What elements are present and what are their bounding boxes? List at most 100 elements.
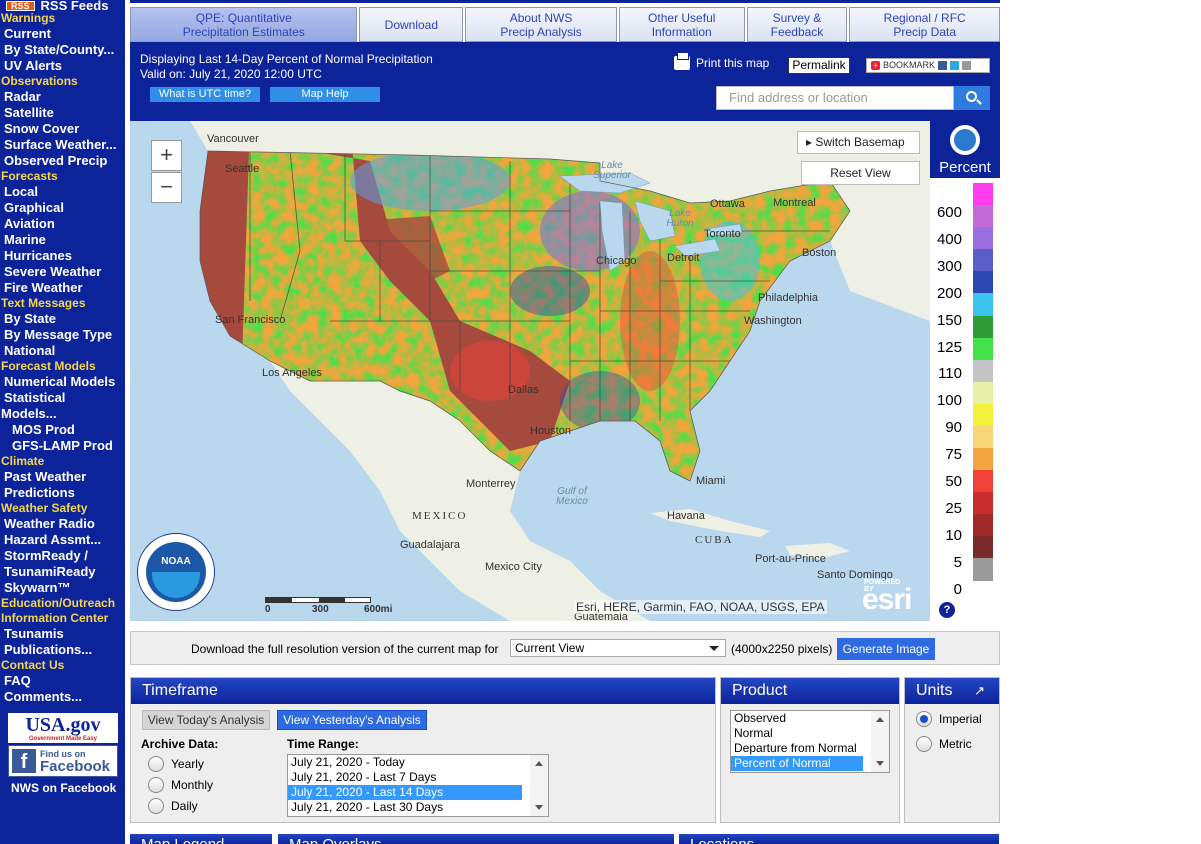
legend-help-icon[interactable]: ? xyxy=(939,602,955,618)
map-overlays-panel-header[interactable]: Map Overlays xyxy=(278,834,674,844)
time-range-option[interactable]: July 21, 2020 - Last 7 Days xyxy=(291,770,437,784)
download-view-select[interactable]: Current View xyxy=(510,639,726,657)
tab-1[interactable]: Download xyxy=(359,7,464,42)
facebook-link[interactable]: f Find us on Facebook xyxy=(8,745,118,777)
product-option[interactable]: Percent of Normal xyxy=(731,756,863,771)
units-radio[interactable] xyxy=(916,736,932,752)
scroll-up-icon xyxy=(535,761,543,766)
nav-link[interactable]: Tsunamis xyxy=(4,626,64,641)
permalink-button[interactable]: Permalink xyxy=(788,57,850,74)
nav-link[interactable]: Comments... xyxy=(4,689,83,704)
zoom-in-button[interactable]: + xyxy=(151,140,182,171)
time-range-option[interactable]: July 21, 2020 - Today xyxy=(291,755,405,769)
switch-basemap-button[interactable]: ▸ Switch Basemap xyxy=(797,131,920,154)
nav-link[interactable]: Hurricanes xyxy=(4,248,72,263)
nav-link[interactable]: Snow Cover xyxy=(4,121,80,136)
nav-link[interactable]: National xyxy=(4,343,56,358)
nav-link[interactable]: Local xyxy=(4,184,38,199)
nav-link[interactable]: By Message Type xyxy=(4,327,113,342)
city-label: Seattle xyxy=(225,163,260,175)
nav-link[interactable]: Weather Radio xyxy=(4,516,95,531)
nav-link[interactable]: Fire Weather xyxy=(4,280,83,295)
nav-link[interactable]: Publications... xyxy=(4,642,93,657)
nav-link[interactable]: Graphical xyxy=(4,200,64,215)
scroll-down-icon xyxy=(876,761,884,766)
legend-header: Percent xyxy=(930,121,1000,178)
archive-radio[interactable] xyxy=(148,798,164,814)
archive-radio[interactable] xyxy=(148,756,164,772)
tab-4[interactable]: Survey & Feedback xyxy=(746,7,848,42)
tab-5[interactable]: Regional / RFC Precip Data xyxy=(849,7,1000,42)
product-scrollbar[interactable] xyxy=(871,711,889,772)
rss-feeds-link[interactable]: RSS RSS Feeds xyxy=(0,0,125,11)
nav-link[interactable]: Current xyxy=(4,26,51,41)
nav-link[interactable]: Past Weather xyxy=(4,469,87,484)
product-option[interactable]: Observed xyxy=(734,711,787,725)
units-radio[interactable] xyxy=(916,711,932,727)
nav-link[interactable]: Satellite xyxy=(4,105,54,120)
city-label: Port-au-Prince xyxy=(755,553,826,565)
location-search-input[interactable]: Find address or location xyxy=(716,86,954,110)
nav-list: Warnings Current By State/County... UV Aler… xyxy=(0,11,125,705)
nav-link[interactable]: MOS Prod xyxy=(12,422,75,437)
time-range-option[interactable]: July 21, 2020 - Last 30 Days xyxy=(291,800,444,814)
nav-link[interactable]: StormReady / xyxy=(4,548,88,563)
print-map-link[interactable]: Print this map xyxy=(674,52,769,70)
city-label: Toronto xyxy=(704,228,741,240)
product-option[interactable]: Departure from Normal xyxy=(734,741,857,755)
generate-image-button[interactable]: Generate Image xyxy=(837,638,935,660)
nav-link[interactable]: Surface Weather... xyxy=(4,137,117,152)
scale-bar: 0 300 600mi xyxy=(265,597,395,615)
product-option[interactable]: Normal xyxy=(734,726,773,740)
nav-link[interactable]: Numerical Models xyxy=(4,374,116,389)
legend-swatch xyxy=(973,492,993,516)
nav-section-heading: Forecasts xyxy=(1,169,58,183)
nav-link[interactable]: Aviation xyxy=(4,216,55,231)
bookmark-button[interactable]: + BOOKMARK xyxy=(866,58,990,73)
search-button[interactable] xyxy=(954,86,990,110)
reset-view-button[interactable]: Reset View xyxy=(801,161,920,185)
scale-label-300: 300 xyxy=(312,604,329,615)
nav-link[interactable]: By State/County... xyxy=(4,42,115,57)
facebook-caption[interactable]: NWS on Facebook xyxy=(11,781,117,795)
nav-link[interactable]: Severe Weather xyxy=(4,264,102,279)
utc-time-button[interactable]: What is UTC time? xyxy=(150,87,260,102)
nav-link[interactable]: Marine xyxy=(4,232,46,247)
tab-2[interactable]: About NWS Precip Analysis xyxy=(465,7,617,42)
nav-link[interactable]: TsunamiReady xyxy=(4,564,96,579)
nav-link[interactable]: Skywarn™ xyxy=(4,580,71,595)
map-legend-panel-header[interactable]: Map Legend xyxy=(130,834,272,844)
tab-label: About NWS Precip Analysis xyxy=(500,11,581,39)
nav-link[interactable]: Radar xyxy=(4,89,41,104)
product-list[interactable]: Observed Normal Departure from Normal Perce… xyxy=(730,710,890,773)
map-help-button[interactable]: Map Help xyxy=(270,87,380,102)
nav-link[interactable]: Models... xyxy=(1,406,57,421)
view-yesterday-button[interactable]: View Yesterday's Analysis xyxy=(277,710,427,730)
legend-label: 125 xyxy=(936,338,962,356)
nav-link[interactable]: GFS-LAMP Prod xyxy=(12,438,113,453)
nav-link[interactable]: Hazard Assmt... xyxy=(4,532,102,547)
time-range-scrollbar[interactable] xyxy=(530,755,548,816)
locations-panel-header[interactable]: Locations xyxy=(679,834,999,844)
archive-radio[interactable] xyxy=(148,777,164,793)
tab-3[interactable]: Other Useful Information xyxy=(618,7,745,42)
nav-link[interactable]: By State xyxy=(4,311,57,326)
units-title: Units xyxy=(916,682,953,699)
time-range-list[interactable]: July 21, 2020 - Today July 21, 2020 - Las… xyxy=(287,754,549,817)
nav-link[interactable]: Observed Precip xyxy=(4,153,108,168)
usagov-logo[interactable]: USA.gov Government Made Easy xyxy=(8,713,118,743)
nav-link[interactable]: Statistical xyxy=(4,390,66,405)
view-today-button[interactable]: View Today's Analysis xyxy=(142,710,270,730)
nav-link[interactable]: FAQ xyxy=(4,673,31,688)
legend-label: 0 xyxy=(953,580,962,598)
zoom-out-button[interactable]: − xyxy=(151,172,182,203)
legend-label: 600 xyxy=(936,204,962,221)
tab-0[interactable]: QPE: Quantitative Precipitation Estimates xyxy=(130,7,358,42)
nav-link[interactable]: UV Alerts xyxy=(4,58,63,73)
nav-link[interactable]: Predictions xyxy=(4,485,75,500)
rss-feeds-label: RSS Feeds xyxy=(40,0,109,11)
precipitation-map[interactable]: + − ▸ Switch Basemap Reset View Vancouve… xyxy=(130,121,930,621)
expand-arrow-icon[interactable]: ↗ xyxy=(974,683,985,698)
mexico-land xyxy=(270,361,650,621)
time-range-option[interactable]: July 21, 2020 - Last 14 Days xyxy=(288,785,522,800)
